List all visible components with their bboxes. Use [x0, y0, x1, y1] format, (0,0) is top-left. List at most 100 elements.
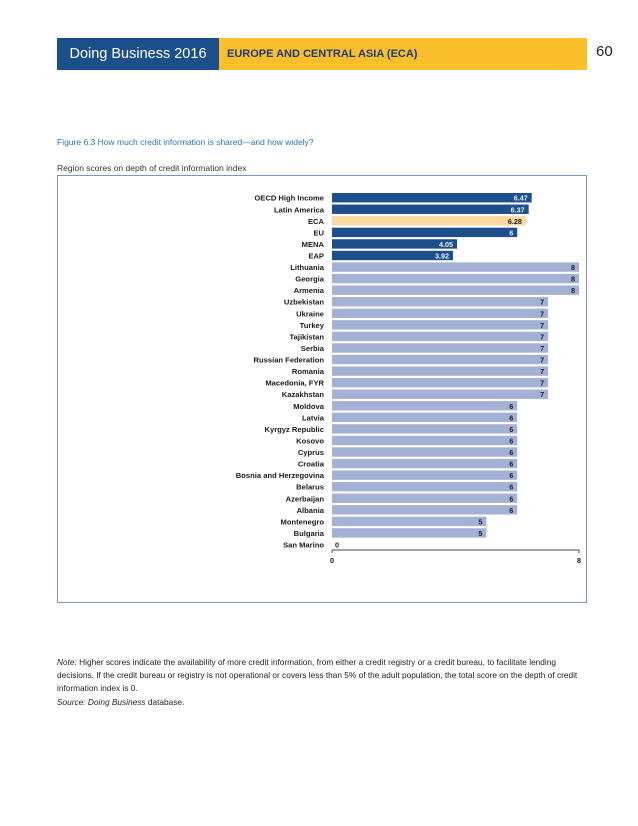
bar [332, 447, 518, 457]
bar [332, 435, 518, 446]
x-tick-label: 8 [577, 556, 581, 565]
value-label: 7 [540, 367, 544, 376]
category-label: Georgia [295, 275, 324, 284]
category-label: Bosnia and Herzegovina [236, 471, 325, 480]
value-label: 6 [509, 460, 513, 469]
bar [332, 343, 549, 353]
bar [332, 377, 549, 388]
category-label: Cyprus [298, 448, 324, 457]
value-label: 0 [335, 541, 339, 550]
bar [332, 297, 549, 307]
note-paragraph: Note: Higher scores indicate the availab… [57, 656, 587, 696]
value-label: 6 [509, 471, 513, 480]
bar [332, 412, 518, 423]
value-label: 3.92 [435, 252, 449, 261]
bar [332, 482, 518, 492]
category-label: Moldova [293, 402, 325, 411]
value-label: 6 [509, 413, 513, 422]
category-label: Turkey [300, 321, 325, 330]
value-label: 6.37 [511, 205, 525, 214]
source-text: database. [145, 696, 185, 707]
value-label: 7 [540, 321, 544, 330]
value-label: 7 [540, 309, 544, 318]
figure-title: Figure 6.3 How much credit information i… [57, 137, 314, 147]
bar [332, 227, 518, 238]
category-label: Belarus [296, 483, 324, 492]
value-label: 4.05 [439, 240, 453, 249]
value-label: 6 [509, 494, 513, 503]
value-label: 6 [509, 228, 513, 237]
category-label: Albania [297, 506, 325, 515]
bar [332, 193, 532, 203]
category-label: San Marino [283, 541, 324, 550]
bar [332, 493, 518, 503]
bar [332, 262, 579, 272]
note-label: Note: [57, 657, 77, 667]
category-label: Serbia [301, 344, 325, 353]
category-label: Armenia [294, 286, 325, 295]
bar [332, 308, 549, 318]
bar [332, 528, 487, 538]
bar [332, 366, 549, 376]
value-label: 6 [509, 483, 513, 492]
bar-chart: OECD High Income 6.47 Latin America 6.37 ECA… [236, 193, 581, 565]
value-label: 7 [540, 344, 544, 353]
source-name: Doing Business [87, 696, 146, 707]
category-label: EU [313, 228, 324, 237]
x-tick-label: 0 [330, 556, 334, 565]
category-label: Montenegro [281, 517, 325, 526]
bar [332, 273, 579, 284]
value-label: 5 [478, 517, 482, 526]
category-label: Macedonia, FYR [265, 379, 324, 388]
category-label: Russian Federation [254, 356, 325, 365]
source-paragraph: Source: Doing Business database. [57, 696, 587, 709]
category-label: Croatia [298, 460, 325, 469]
bar [332, 216, 526, 226]
bar [332, 458, 518, 469]
bar [332, 516, 487, 527]
bar [332, 331, 549, 342]
category-label: Tajikistan [290, 332, 325, 341]
value-label: 8 [571, 286, 575, 295]
value-label: 6 [509, 425, 513, 434]
value-label: 7 [540, 379, 544, 388]
bar [332, 250, 454, 261]
category-label: ECA [308, 217, 325, 226]
category-label: Uzbekistan [284, 298, 324, 307]
figure-subtitle: Region scores on depth of credit informa… [57, 163, 247, 173]
category-label: EAP [308, 252, 324, 261]
bar [332, 354, 549, 365]
bar [332, 285, 579, 295]
bar [332, 505, 518, 515]
category-label: Lithuania [290, 263, 325, 272]
bar [332, 239, 458, 249]
category-label: Latvia [302, 413, 325, 422]
page-number: 60 [596, 43, 613, 60]
category-label: Ukraine [296, 309, 324, 318]
category-label: Romania [292, 367, 325, 376]
value-label: 8 [571, 263, 575, 272]
bar [332, 320, 549, 330]
section-title: EUROPE AND CENTRAL ASIA (ECA) [219, 38, 587, 70]
category-label: MENA [302, 240, 325, 249]
category-label: Bulgaria [294, 529, 325, 538]
value-label: 8 [571, 275, 575, 284]
value-label: 6 [509, 436, 513, 445]
value-label: 7 [540, 356, 544, 365]
category-label: Kosovo [296, 436, 324, 445]
figure-notes: Note: Higher scores indicate the availab… [57, 656, 587, 709]
value-label: 6 [509, 506, 513, 515]
value-label: 5 [478, 529, 482, 538]
bar [332, 401, 518, 411]
bar [332, 470, 518, 480]
category-label: Azerbaijan [286, 494, 325, 503]
value-label: 6 [509, 402, 513, 411]
category-label: Kazakhstan [282, 390, 325, 399]
report-title: Doing Business 2016 [57, 38, 219, 70]
bar [332, 204, 529, 214]
bar [332, 389, 549, 399]
value-label: 6.28 [508, 217, 522, 226]
bar [332, 424, 518, 434]
category-label: Latin America [274, 205, 325, 214]
value-label: 7 [540, 390, 544, 399]
